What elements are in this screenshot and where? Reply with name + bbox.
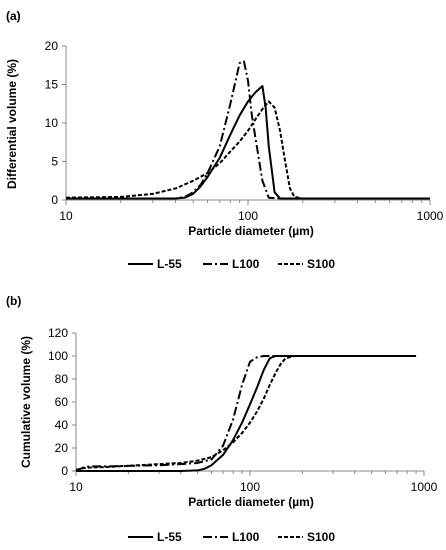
series-line-s100 [65,100,430,200]
x-tick-label: 100 [240,480,260,494]
x-tick-label: 1000 [411,480,438,494]
y-tick-label: 20 [45,39,59,53]
legend-label-l55: L-55 [157,530,182,544]
y-tick-label: 40 [55,418,69,432]
x-tick-label: 10 [59,209,73,223]
y-tick-label: 80 [55,372,69,386]
series-line-s100 [75,355,417,471]
y-tick-label: 10 [45,116,59,130]
y-tick-label: 5 [51,155,58,169]
y-tick-label: 15 [45,78,59,92]
series-line-l55 [76,355,417,472]
x-axis-label: Particle diameter (µm) [188,224,314,238]
plot-area-a: 0 5 10 15 20 10 100 1000 [45,39,444,223]
panel-a: (a) 0 5 10 15 20 10 100 1000 Particle diameter … [5,9,444,271]
legend-label-l100: L100 [232,530,260,544]
legend-a: L-55 L100 S100 [128,257,335,271]
legend-label-s100: S100 [307,257,335,271]
series-line-l100 [66,60,430,200]
y-tick-label: 60 [55,395,69,409]
y-tick-label: 120 [48,326,68,340]
series-line-l55 [66,85,430,200]
y-tick-label: 100 [48,349,68,363]
x-axis-label: Particle diameter (µm) [188,495,314,509]
y-axis-label: Cumulative volume (%) [19,336,33,468]
series-line-l100 [75,355,417,472]
legend-b: L-55 L100 S100 [128,530,335,544]
y-tick-label: 0 [61,464,68,478]
y-tick-label: 20 [55,441,69,455]
panel-label: (b) [6,294,21,308]
panel-b: (b) 0 20 40 60 80 100 120 10 100 1000 Particle di… [6,294,438,544]
panel-label: (a) [6,9,21,23]
y-tick-label: 0 [51,193,58,207]
legend-label-l100: L100 [232,257,260,271]
legend-label-l55: L-55 [157,257,182,271]
plot-area-b: 0 20 40 60 80 100 120 10 100 1000 [48,326,438,494]
x-tick-label: 10 [69,480,83,494]
x-tick-label: 1000 [417,209,444,223]
y-axis-label: Differential volume (%) [5,59,19,189]
x-tick-label: 100 [238,209,258,223]
legend-label-s100: S100 [307,530,335,544]
